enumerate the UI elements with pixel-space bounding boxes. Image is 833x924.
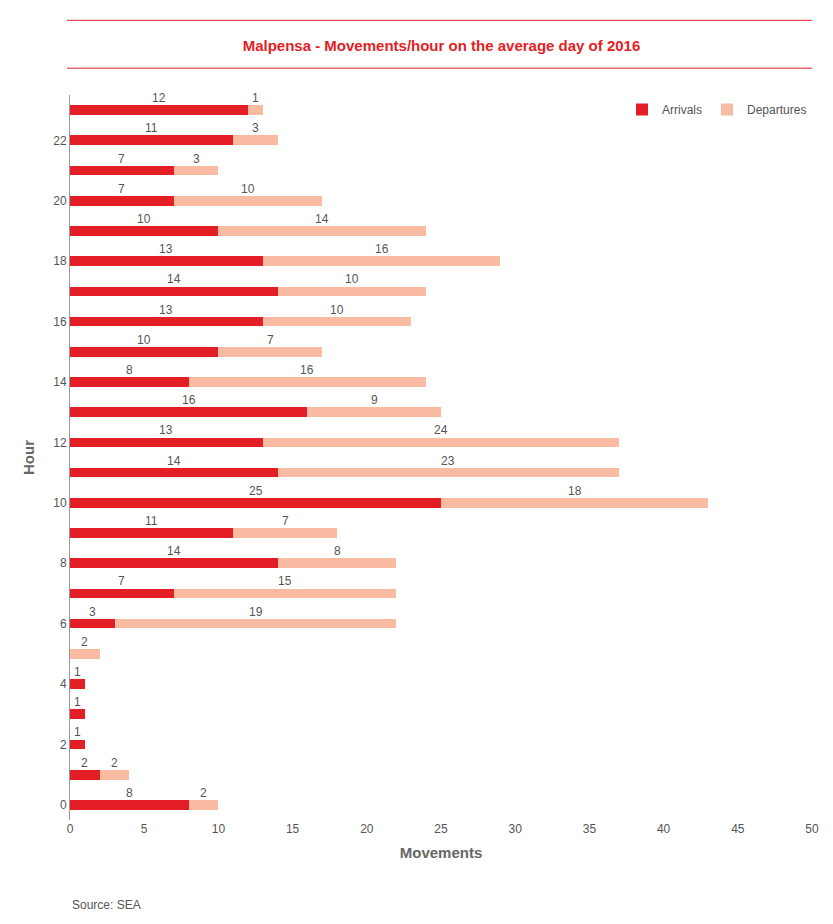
svg-text:23: 23 — [441, 454, 455, 468]
svg-text:Departures: Departures — [747, 103, 806, 117]
svg-text:50: 50 — [805, 822, 819, 836]
svg-text:9: 9 — [371, 393, 378, 407]
svg-text:10: 10 — [241, 182, 255, 196]
svg-text:1: 1 — [74, 665, 81, 679]
svg-text:15: 15 — [286, 822, 300, 836]
svg-text:40: 40 — [657, 822, 671, 836]
svg-text:7: 7 — [118, 574, 125, 588]
svg-text:2: 2 — [200, 786, 207, 800]
svg-text:15: 15 — [278, 574, 292, 588]
svg-text:16: 16 — [300, 363, 314, 377]
svg-text:2: 2 — [81, 635, 88, 649]
svg-text:14: 14 — [53, 375, 67, 389]
svg-text:10: 10 — [212, 822, 226, 836]
svg-text:22: 22 — [53, 134, 67, 148]
svg-text:13: 13 — [159, 423, 173, 437]
svg-text:35: 35 — [583, 822, 597, 836]
svg-text:16: 16 — [375, 242, 389, 256]
svg-text:24: 24 — [434, 423, 448, 437]
svg-text:7: 7 — [267, 333, 274, 347]
svg-text:2: 2 — [60, 738, 67, 752]
svg-text:8: 8 — [126, 786, 133, 800]
svg-text:3: 3 — [89, 605, 96, 619]
svg-text:8: 8 — [60, 556, 67, 570]
svg-text:20: 20 — [53, 194, 67, 208]
svg-text:25: 25 — [434, 822, 448, 836]
svg-text:10: 10 — [53, 496, 67, 510]
svg-text:10: 10 — [137, 212, 151, 226]
svg-text:1: 1 — [252, 91, 259, 105]
svg-text:25: 25 — [249, 484, 263, 498]
svg-text:2: 2 — [111, 756, 118, 770]
svg-text:2: 2 — [81, 756, 88, 770]
svg-text:11: 11 — [145, 514, 158, 528]
svg-text:8: 8 — [334, 544, 341, 558]
svg-text:14: 14 — [167, 454, 181, 468]
svg-text:Movements: Movements — [400, 844, 483, 861]
svg-text:16: 16 — [53, 315, 67, 329]
svg-text:14: 14 — [315, 212, 329, 226]
svg-text:45: 45 — [731, 822, 745, 836]
svg-text:14: 14 — [167, 272, 181, 286]
svg-text:13: 13 — [159, 303, 173, 317]
svg-text:1: 1 — [74, 725, 81, 739]
svg-text:18: 18 — [53, 254, 67, 268]
svg-text:14: 14 — [167, 544, 181, 558]
svg-text:7: 7 — [282, 514, 289, 528]
svg-text:30: 30 — [509, 822, 523, 836]
svg-text:Source: SEA: Source: SEA — [72, 898, 141, 912]
svg-text:3: 3 — [193, 152, 200, 166]
svg-text:19: 19 — [249, 605, 263, 619]
svg-text:20: 20 — [360, 822, 374, 836]
svg-text:5: 5 — [141, 822, 148, 836]
svg-text:16: 16 — [182, 393, 196, 407]
svg-text:11: 11 — [145, 121, 158, 135]
svg-text:10: 10 — [330, 303, 344, 317]
svg-text:1: 1 — [74, 695, 81, 709]
svg-text:18: 18 — [568, 484, 582, 498]
svg-text:12: 12 — [53, 436, 67, 450]
svg-text:Malpensa - Movements/hour on t: Malpensa - Movements/hour on the average… — [243, 37, 641, 54]
svg-text:3: 3 — [252, 121, 259, 135]
svg-text:7: 7 — [118, 182, 125, 196]
svg-text:0: 0 — [60, 798, 67, 812]
svg-text:Hour: Hour — [20, 440, 37, 475]
svg-text:6: 6 — [60, 617, 67, 631]
svg-text:8: 8 — [126, 363, 133, 377]
svg-text:12: 12 — [152, 91, 166, 105]
svg-text:10: 10 — [137, 333, 151, 347]
svg-text:4: 4 — [60, 677, 67, 691]
svg-text:13: 13 — [159, 242, 173, 256]
svg-text:10: 10 — [345, 272, 359, 286]
svg-text:7: 7 — [118, 152, 125, 166]
svg-text:Arrivals: Arrivals — [662, 103, 702, 117]
svg-text:0: 0 — [67, 822, 74, 836]
